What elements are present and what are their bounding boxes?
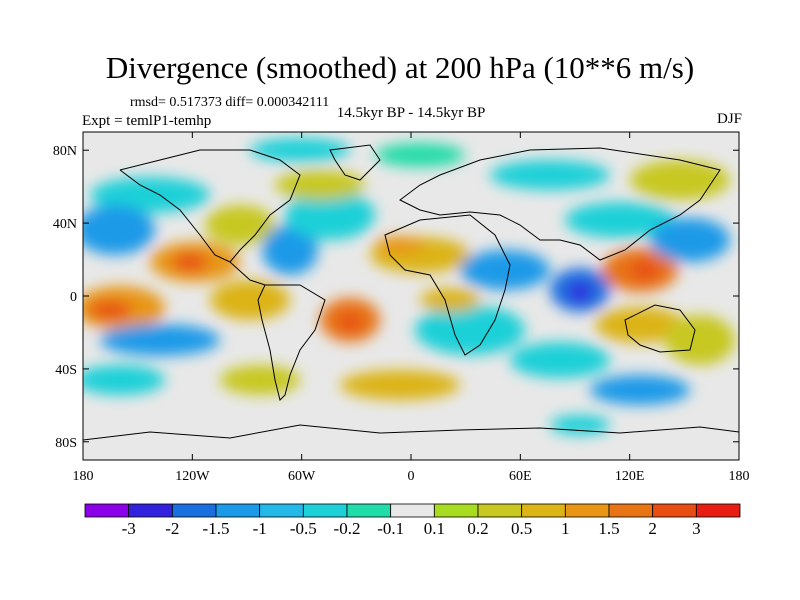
x-tick-label: 60E [509, 469, 532, 484]
colorbar-swatch [390, 503, 435, 518]
coast-africa [384, 214, 511, 356]
colorbar-label: -3 [122, 519, 136, 538]
coast-eurasia [399, 147, 721, 261]
stats-label: rmsd= 0.517373 diff= 0.000342111 [130, 95, 330, 110]
coast-antarctica [83, 424, 739, 441]
colorbar-swatch [346, 503, 392, 518]
y-tick-label: 80S [55, 436, 77, 451]
colorbar-swatch [128, 503, 173, 518]
divergence-field [83, 138, 735, 435]
colorbar-label: -1.5 [203, 519, 230, 538]
axis-ticks: 180 120W 60W 0 60E 120E 180 80N 40N 0 40S 80S [53, 132, 750, 484]
figure-title: Divergence (smoothed) at 200 hPa (10**6 … [105, 50, 695, 85]
colorbar-label: 2 [648, 519, 657, 538]
colorbar-label: -2 [165, 519, 179, 538]
season-label: DJF [716, 111, 742, 127]
x-tick-label: 120W [175, 469, 210, 484]
y-tick-label: 40N [53, 217, 77, 232]
colorbar-swatch [477, 503, 523, 518]
coast-greenland [329, 144, 381, 181]
colorbar-swatch [84, 503, 130, 518]
colorbar-label: 1.5 [598, 519, 619, 538]
colorbar-label: 0.5 [511, 519, 532, 538]
colorbar-label: 1 [561, 519, 570, 538]
colorbar: -3 -2 -1.5 -1 -0.5 -0.2 -0.1 0.1 0.2 0.5 1 1.5 2 3 [84, 503, 741, 538]
experiment-label: Expt = temlP1-temhp [82, 113, 212, 129]
y-tick-label: 40S [55, 363, 77, 378]
y-tick-label: 0 [70, 290, 77, 305]
coast-north-america-west [119, 169, 231, 263]
colorbar-swatch [302, 503, 348, 518]
colorbar-label: -0.5 [290, 519, 317, 538]
y-tick-label: 80N [53, 144, 77, 159]
colorbar-swatch [433, 503, 479, 518]
coast-australia [624, 304, 696, 353]
coastlines [83, 144, 739, 441]
colorbar-label: 0.2 [467, 519, 488, 538]
x-tick-label: 60W [288, 469, 316, 484]
plot-area [83, 132, 739, 460]
colorbar-swatch [171, 503, 217, 518]
period-label: 14.5kyr BP - 14.5kyr BP [336, 105, 486, 121]
x-tick-label: 180 [73, 469, 94, 484]
colorbar-swatch [695, 503, 741, 518]
x-tick-label: 180 [729, 469, 750, 484]
colorbar-label: 0.1 [424, 519, 445, 538]
colorbar-label: 3 [692, 519, 701, 538]
colorbar-label: -0.1 [377, 519, 404, 538]
colorbar-swatch [608, 503, 654, 518]
colorbar-swatch [652, 503, 697, 518]
colorbar-label: -1 [253, 519, 267, 538]
colorbar-swatch [564, 503, 610, 518]
colorbar-swatch [521, 503, 566, 518]
colorbar-label: -0.2 [334, 519, 361, 538]
x-tick-label: 0 [408, 469, 415, 484]
colorbar-swatch [259, 503, 304, 518]
x-tick-label: 120E [615, 469, 645, 484]
coast-south-america [257, 284, 326, 401]
colorbar-swatch [215, 503, 261, 518]
